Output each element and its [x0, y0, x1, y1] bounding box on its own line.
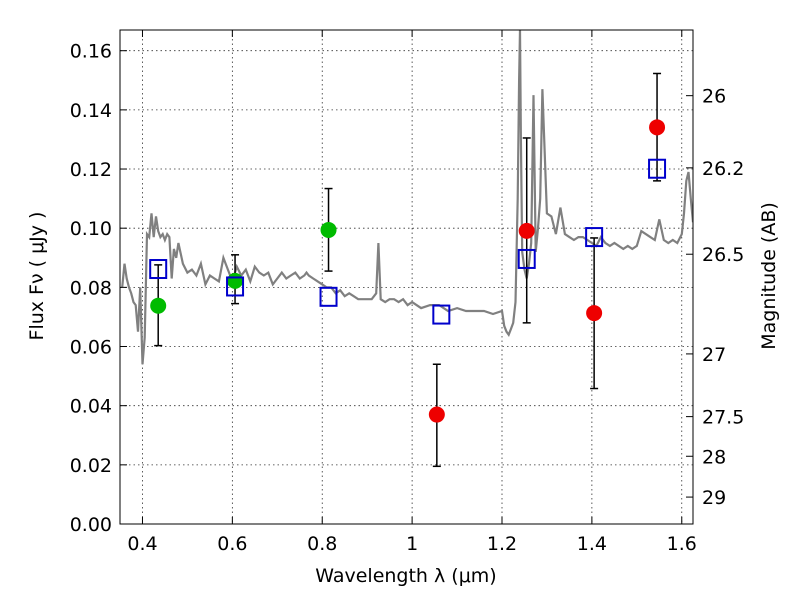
y-tick-label: 0.08 [70, 277, 112, 299]
y-tick-label: 0.10 [70, 218, 112, 240]
y-axis-label: Flux Fν ( μJy ) [26, 212, 48, 341]
x-tick-label: 0.6 [217, 533, 247, 555]
blue-square-point [648, 158, 667, 179]
y2-axis-label: Magnitude (AB) [758, 202, 780, 350]
y-tick-label: 0.14 [70, 100, 112, 122]
y2-tick-label: 28 [702, 446, 726, 468]
y2-tick-label: 26.5 [702, 244, 744, 266]
blue-square-point [226, 276, 245, 297]
blue-square-point [319, 286, 338, 307]
green-point [320, 221, 337, 238]
data-markers [149, 72, 667, 468]
y2-tick-label: 26 [702, 86, 726, 108]
red-point [518, 222, 535, 239]
y2-tick-label: 29 [702, 487, 726, 509]
spectrum-line [121, 30, 693, 365]
y2-tick-label: 27.5 [702, 407, 744, 429]
red-point [586, 305, 603, 322]
x-tick-label: 1.6 [667, 533, 697, 555]
grid [120, 30, 693, 525]
red-point [649, 119, 666, 136]
blue-square-point [149, 259, 168, 280]
plot-frame [119, 29, 694, 525]
y-tick-label: 0.02 [70, 455, 112, 477]
blue-square-point [517, 248, 536, 269]
x-tick-label: 1 [406, 533, 418, 555]
x-axis-label: Wavelength λ (μm) [315, 565, 496, 587]
y-tick-label: 0.06 [70, 337, 112, 359]
y2-tick-label: 26.2 [702, 158, 744, 180]
y-tick-label: 0.00 [70, 514, 112, 536]
y-tick-label: 0.16 [70, 41, 112, 63]
blue-square-point [585, 227, 604, 248]
x-tick-label: 0.8 [307, 533, 337, 555]
spectrum-path [121, 30, 693, 365]
blue-square-point [432, 304, 451, 325]
axis-ticks: 0.4 0.6 0.8 1 1.2 1.4 1.6 0.00 0.02 0.04 0.06 0.08 0… [70, 30, 744, 555]
x-tick-label: 1.2 [487, 533, 517, 555]
green-point [150, 297, 167, 314]
green-point [227, 272, 244, 289]
y-tick-label: 0.12 [70, 159, 112, 181]
y-tick-label: 0.04 [70, 396, 112, 418]
x-tick-label: 1.4 [577, 533, 607, 555]
y2-tick-label: 27 [702, 344, 726, 366]
red-point [428, 406, 445, 423]
x-tick-label: 0.4 [127, 533, 157, 555]
